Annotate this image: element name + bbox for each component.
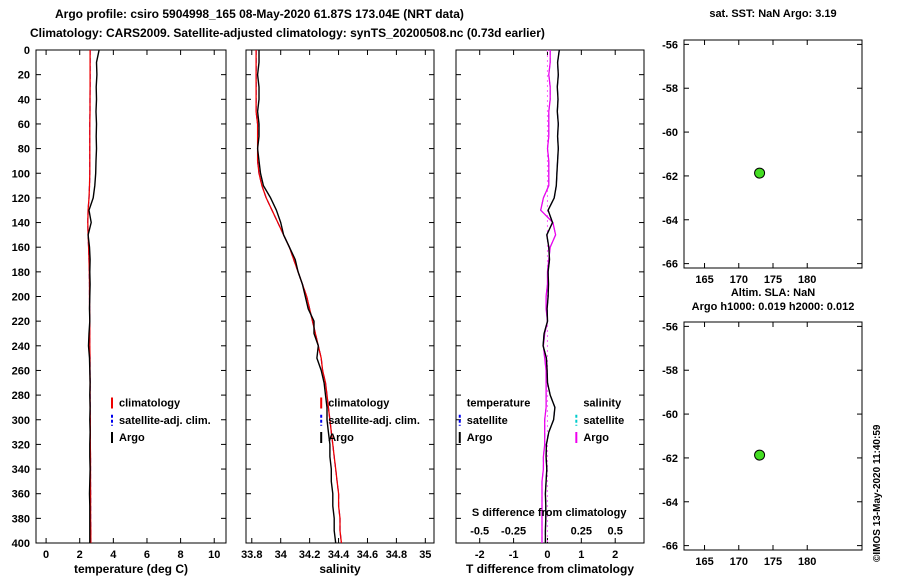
svg-text:34.6: 34.6 [357, 549, 378, 561]
svg-text:-1: -1 [509, 549, 519, 561]
svg-text:Argo: Argo [583, 432, 609, 444]
svg-text:temperature (deg C): temperature (deg C) [74, 562, 188, 576]
svg-text:-56: -56 [662, 321, 678, 333]
series-satellite-adj-clim- [255, 50, 342, 544]
svg-text:60: 60 [18, 119, 30, 131]
argo-height-label: Argo h1000: 0.019 h2000: 0.012 [691, 301, 855, 313]
location-map-bottom: 165 170 175 180 -56 -58 -60 -62 -64 -66 [662, 321, 863, 568]
svg-text:80: 80 [18, 144, 30, 156]
page-title: Argo profile: csiro 5904998_165 08-May-2… [55, 7, 464, 21]
svg-text:165: 165 [695, 274, 713, 286]
svg-text:satellite: satellite [583, 415, 624, 427]
svg-text:0.5: 0.5 [608, 525, 623, 537]
svg-text:-66: -66 [662, 541, 678, 553]
altim-sla-label: Altim. SLA: NaN [730, 287, 816, 299]
svg-text:satellite-adj. clim.: satellite-adj. clim. [328, 415, 420, 427]
svg-text:360: 360 [12, 489, 30, 501]
svg-text:temperature: temperature [467, 397, 531, 409]
svg-text:20: 20 [18, 70, 30, 82]
svg-text:35: 35 [419, 549, 431, 561]
svg-text:salinity: salinity [583, 397, 622, 409]
svg-text:34.8: 34.8 [386, 549, 407, 561]
svg-text:climatology: climatology [119, 397, 181, 409]
series-argo [256, 50, 337, 544]
svg-text:300: 300 [12, 415, 30, 427]
svg-text:satellite: satellite [467, 415, 508, 427]
climatology-subtitle: Climatology: CARS2009. Satellite-adjuste… [30, 26, 545, 40]
salinity-profile-chart: 33.8 34 34.2 34.4 34.6 34.8 35 salinity climatol… [241, 49, 435, 576]
svg-text:380: 380 [12, 513, 30, 525]
svg-text:S difference from climatology: S difference from climatology [472, 507, 628, 519]
svg-text:-2: -2 [475, 549, 485, 561]
svg-text:140: 140 [12, 218, 30, 230]
svg-text:400: 400 [12, 538, 30, 550]
svg-text:satellite-adj. clim.: satellite-adj. clim. [119, 415, 211, 427]
svg-text:170: 170 [730, 274, 748, 286]
svg-text:33.8: 33.8 [241, 549, 262, 561]
svg-text:0: 0 [24, 45, 30, 57]
svg-text:100: 100 [12, 168, 30, 180]
svg-text:-56: -56 [662, 39, 678, 51]
svg-text:2: 2 [612, 549, 618, 561]
svg-text:10: 10 [208, 549, 220, 561]
svg-text:260: 260 [12, 365, 30, 377]
svg-text:200: 200 [12, 292, 30, 304]
svg-text:180: 180 [798, 556, 816, 568]
svg-text:4: 4 [110, 549, 117, 561]
svg-text:climatology: climatology [328, 397, 390, 409]
svg-text:120: 120 [12, 193, 30, 205]
svg-text:340: 340 [12, 464, 30, 476]
svg-text:0: 0 [544, 549, 550, 561]
svg-text:-66: -66 [662, 259, 678, 271]
svg-text:-60: -60 [662, 409, 678, 421]
svg-text:40: 40 [18, 94, 30, 106]
sat-sst-label: sat. SST: NaN Argo: 3.19 [709, 8, 837, 20]
svg-text:34: 34 [275, 549, 288, 561]
svg-text:220: 220 [12, 316, 30, 328]
svg-text:-0.5: -0.5 [470, 525, 489, 537]
difference-profile-chart: -2 -1 0 1 2T difference from climatology S di… [455, 49, 645, 576]
svg-text:170: 170 [730, 556, 748, 568]
svg-text:-62: -62 [662, 171, 678, 183]
svg-text:175: 175 [764, 274, 782, 286]
temperature-profile-chart: 0 2 4 6 8 10020406080100120140160180200220240… [12, 45, 227, 576]
svg-text:34.4: 34.4 [328, 549, 350, 561]
svg-text:160: 160 [12, 242, 30, 254]
series-t-argo [542, 49, 560, 543]
svg-text:-58: -58 [662, 83, 678, 95]
svg-text:-0.25: -0.25 [501, 525, 526, 537]
svg-text:6: 6 [144, 549, 150, 561]
svg-text:-62: -62 [662, 453, 678, 465]
svg-text:0.25: 0.25 [571, 525, 592, 537]
series-argo [87, 49, 100, 543]
svg-text:0: 0 [43, 549, 49, 561]
svg-text:165: 165 [695, 556, 713, 568]
svg-text:-60: -60 [662, 127, 678, 139]
series-climatology [255, 50, 343, 544]
svg-text:320: 320 [12, 439, 30, 451]
svg-text:180: 180 [12, 267, 30, 279]
float-position-marker [754, 167, 766, 179]
svg-text:34.2: 34.2 [299, 549, 320, 561]
svg-text:T difference from climatology: T difference from climatology [466, 562, 634, 576]
location-map-top: 165 170 175 180 -56 -58 -60 -62 -64 -66 [662, 39, 863, 286]
float-position-marker [754, 449, 766, 461]
svg-text:2: 2 [77, 549, 83, 561]
svg-text:1: 1 [578, 549, 584, 561]
svg-text:salinity: salinity [319, 562, 361, 576]
svg-text:280: 280 [12, 390, 30, 402]
svg-text:175: 175 [764, 556, 782, 568]
svg-text:-58: -58 [662, 365, 678, 377]
svg-text:180: 180 [798, 274, 816, 286]
svg-text:Argo: Argo [119, 432, 145, 444]
svg-text:-64: -64 [662, 215, 679, 227]
svg-text:Argo: Argo [467, 432, 493, 444]
svg-text:8: 8 [178, 549, 184, 561]
svg-text:Argo: Argo [328, 432, 354, 444]
svg-text:240: 240 [12, 341, 30, 353]
series-s-argo [540, 50, 557, 543]
svg-text:-64: -64 [662, 497, 679, 509]
